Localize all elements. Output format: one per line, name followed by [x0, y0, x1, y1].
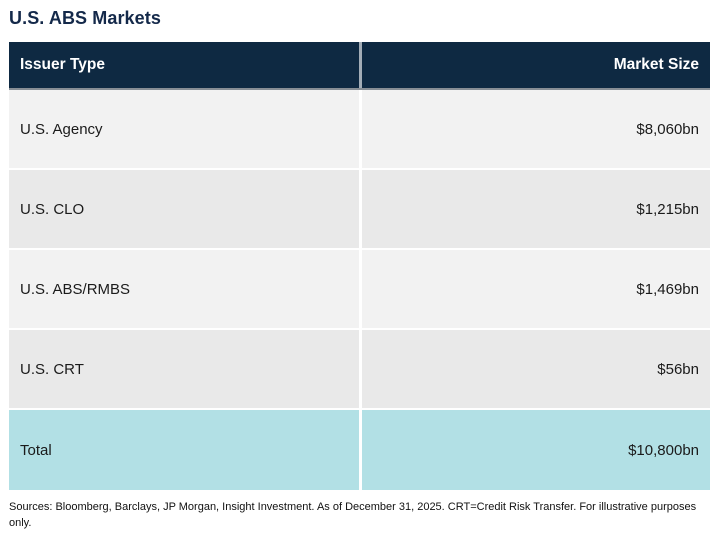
market-size-cell: $1,215bn	[362, 170, 710, 248]
total-label-cell: Total	[9, 410, 359, 490]
source-footnote: Sources: Bloomberg, Barclays, JP Morgan,…	[9, 501, 697, 529]
column-divider	[359, 42, 362, 88]
table-row: U.S. Agency $8,060bn	[9, 90, 710, 168]
table-total-row: Total $10,800bn	[9, 410, 710, 490]
column-header-issuer-type: Issuer Type	[9, 42, 359, 88]
table-header-row: Issuer Type Market Size	[9, 42, 710, 90]
table-row: U.S. CLO $1,215bn	[9, 170, 710, 248]
column-divider	[359, 330, 362, 408]
column-divider	[359, 90, 362, 168]
market-size-cell: $1,469bn	[362, 250, 710, 328]
issuer-cell: U.S. Agency	[9, 90, 359, 168]
page-title: U.S. ABS Markets	[9, 8, 161, 28]
issuer-cell: U.S. CRT	[9, 330, 359, 408]
issuer-cell: U.S. ABS/RMBS	[9, 250, 359, 328]
column-divider	[359, 410, 362, 490]
column-divider	[359, 170, 362, 248]
total-value-cell: $10,800bn	[362, 410, 710, 490]
market-size-cell: $56bn	[362, 330, 710, 408]
table-row: U.S. ABS/RMBS $1,469bn	[9, 250, 710, 328]
issuer-cell: U.S. CLO	[9, 170, 359, 248]
abs-markets-table: Issuer Type Market Size U.S. Agency $8,0…	[9, 42, 710, 490]
column-divider	[359, 250, 362, 328]
market-size-cell: $8,060bn	[362, 90, 710, 168]
table-row: U.S. CRT $56bn	[9, 330, 710, 408]
column-header-market-size: Market Size	[362, 42, 710, 88]
